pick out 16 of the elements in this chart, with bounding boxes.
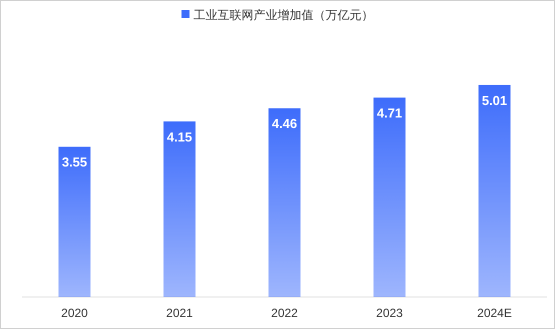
- data-label: 5.01: [482, 92, 508, 108]
- data-label: 4.15: [166, 129, 192, 144]
- x-tick-label: 2022: [271, 306, 298, 320]
- bar: [478, 84, 510, 297]
- x-tick-label: 2020: [61, 306, 88, 320]
- bar: [58, 146, 90, 297]
- bar: [374, 98, 406, 297]
- legend-label: 工业互联网产业增加值（万亿元）: [194, 8, 374, 22]
- x-tick-label: 2021: [166, 306, 194, 320]
- bar: [268, 108, 300, 297]
- data-label: 4.46: [272, 116, 298, 132]
- data-label: 4.71: [376, 106, 402, 121]
- x-tick-label: 2023: [376, 306, 404, 320]
- data-label: 3.55: [62, 154, 88, 170]
- x-tick-label: 2024E: [477, 306, 512, 320]
- bar: [164, 121, 196, 297]
